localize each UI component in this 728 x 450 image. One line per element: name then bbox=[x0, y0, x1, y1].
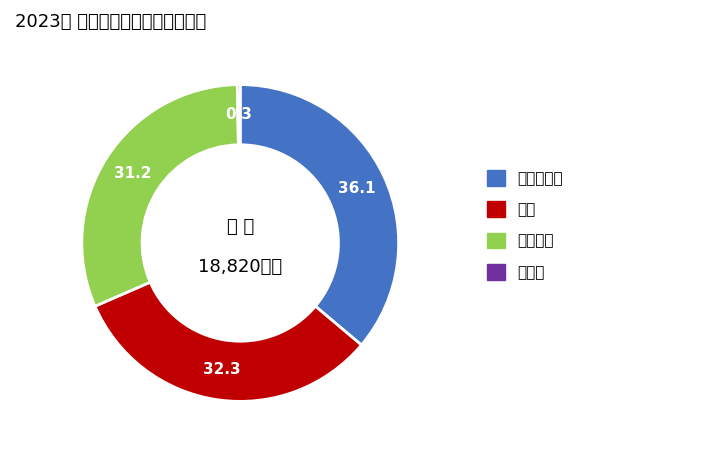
Text: 2023年 輸出相手国のシェア（％）: 2023年 輸出相手国のシェア（％） bbox=[15, 14, 206, 32]
Text: 0.3: 0.3 bbox=[226, 107, 253, 122]
Legend: ミャンマー, 中国, ベトナム, その他: ミャンマー, 中国, ベトナム, その他 bbox=[480, 164, 569, 286]
Text: 総 額: 総 額 bbox=[226, 218, 254, 236]
Text: 18,820万円: 18,820万円 bbox=[198, 258, 282, 276]
Text: 36.1: 36.1 bbox=[338, 181, 376, 196]
Text: 31.2: 31.2 bbox=[114, 166, 151, 181]
Wedge shape bbox=[240, 85, 399, 345]
Wedge shape bbox=[95, 282, 361, 401]
Wedge shape bbox=[82, 85, 238, 306]
Text: 32.3: 32.3 bbox=[203, 362, 240, 378]
Wedge shape bbox=[237, 85, 240, 145]
